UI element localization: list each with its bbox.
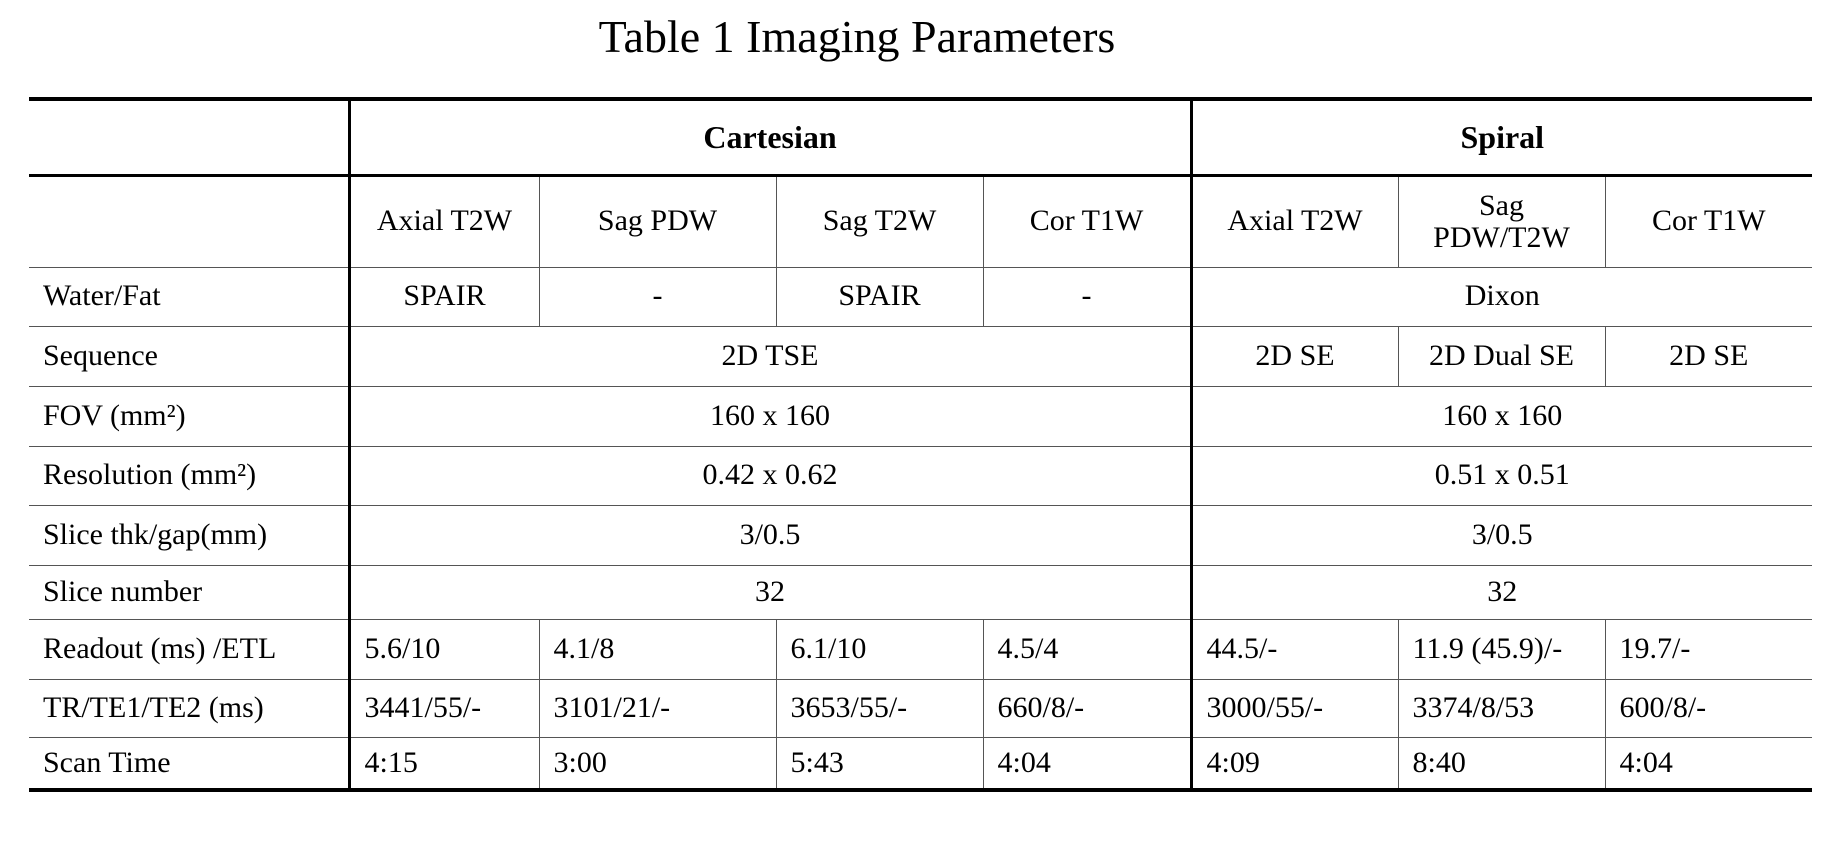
table-cell: 6.1/10 bbox=[775, 618, 984, 680]
row-label: Slice thk/gap(mm) bbox=[29, 504, 350, 566]
table-row: Slice thk/gap(mm) 3/0.5 3/0.5 bbox=[29, 504, 1813, 566]
table-cell-merged: Dixon bbox=[1189, 266, 1813, 327]
table-row: Sequence 2D TSE 2D SE 2D Dual SE 2D SE bbox=[29, 325, 1813, 387]
imaging-parameters-table: Cartesian Spiral Axial T2W Sag PDW Sag T2W Co… bbox=[29, 97, 1813, 792]
column-header: Cor T1W bbox=[1604, 174, 1813, 268]
row-label: TR/TE1/TE2 (ms) bbox=[29, 678, 350, 738]
column-header: Cor T1W bbox=[982, 174, 1192, 268]
column-header: Sag PDW bbox=[538, 174, 777, 268]
table-cell-merged: 0.51 x 0.51 bbox=[1189, 445, 1813, 506]
row-label: FOV (mm²) bbox=[29, 385, 350, 447]
table-row: Water/Fat SPAIR - SPAIR - Dixon bbox=[29, 266, 1813, 327]
group-header-spiral: Spiral bbox=[1189, 97, 1813, 177]
column-header: Sag T2W bbox=[775, 174, 984, 268]
table-cell: 19.7/- bbox=[1604, 618, 1813, 680]
table-cell-merged: 0.42 x 0.62 bbox=[347, 445, 1192, 506]
table-cell-merged: 3/0.5 bbox=[347, 504, 1192, 566]
corner-cell bbox=[29, 174, 350, 268]
table-cell: 3:00 bbox=[538, 736, 777, 792]
table-cell: 600/8/- bbox=[1604, 678, 1813, 738]
table-cell: 4:04 bbox=[982, 736, 1192, 792]
table-cell-merged: 160 x 160 bbox=[347, 385, 1192, 447]
table-row: Resolution (mm²) 0.42 x 0.62 0.51 x 0.51 bbox=[29, 445, 1813, 506]
table-title: Table 1 Imaging Parameters bbox=[598, 11, 1116, 62]
row-label: Readout (ms) /ETL bbox=[29, 618, 350, 680]
table-row: FOV (mm²) 160 x 160 160 x 160 bbox=[29, 385, 1813, 447]
table-cell: 3374/8/53 bbox=[1397, 678, 1606, 738]
table-cell: 4:09 bbox=[1189, 736, 1399, 792]
table-cell: 5.6/10 bbox=[347, 618, 540, 680]
table-cell-merged: 160 x 160 bbox=[1189, 385, 1813, 447]
table-row: TR/TE1/TE2 (ms) 3441/55/- 3101/21/- 3653/55… bbox=[29, 678, 1813, 738]
column-header-row: Axial T2W Sag PDW Sag T2W Cor T1W Axial T2W S… bbox=[29, 174, 1813, 268]
table-cell: 3000/55/- bbox=[1189, 678, 1399, 738]
table-cell: 4.1/8 bbox=[538, 618, 777, 680]
table-cell: 11.9 (45.9)/- bbox=[1397, 618, 1606, 680]
table-cell-merged: 3/0.5 bbox=[1189, 504, 1813, 566]
group-header-row: Cartesian Spiral bbox=[29, 97, 1813, 177]
row-label: Slice number bbox=[29, 564, 350, 620]
column-header: Sag PDW/T2W bbox=[1397, 174, 1606, 268]
table-row: Readout (ms) /ETL 5.6/10 4.1/8 6.1/10 4.5/4 4… bbox=[29, 618, 1813, 680]
group-header-cartesian: Cartesian bbox=[347, 97, 1192, 177]
table-cell: 44.5/- bbox=[1189, 618, 1399, 680]
table-cell: 2D SE bbox=[1604, 325, 1813, 387]
row-label: Scan Time bbox=[29, 736, 350, 792]
table-cell: 2D Dual SE bbox=[1397, 325, 1606, 387]
table-cell: 4.5/4 bbox=[982, 618, 1192, 680]
table-cell: - bbox=[982, 266, 1192, 327]
table-cell: SPAIR bbox=[347, 266, 540, 327]
column-header: Axial T2W bbox=[1189, 174, 1399, 268]
column-header: Axial T2W bbox=[347, 174, 540, 268]
table-cell-merged: 2D TSE bbox=[347, 325, 1192, 387]
table-cell: 2D SE bbox=[1189, 325, 1399, 387]
table-cell: 3653/55/- bbox=[775, 678, 984, 738]
row-label: Resolution (mm²) bbox=[29, 445, 350, 506]
table-cell: 8:40 bbox=[1397, 736, 1606, 792]
table-cell: 3441/55/- bbox=[347, 678, 540, 738]
table-cell: 3101/21/- bbox=[538, 678, 777, 738]
table-cell: 4:15 bbox=[347, 736, 540, 792]
table-row: Scan Time 4:15 3:00 5:43 4:04 4:09 8:40 4:04 bbox=[29, 736, 1813, 792]
table-cell: 660/8/- bbox=[982, 678, 1192, 738]
table-cell: 4:04 bbox=[1604, 736, 1813, 792]
table-cell: - bbox=[538, 266, 777, 327]
corner-cell bbox=[29, 97, 350, 177]
table-cell: 5:43 bbox=[775, 736, 984, 792]
table-row: Slice number 32 32 bbox=[29, 564, 1813, 620]
row-label: Sequence bbox=[29, 325, 350, 387]
table-cell-merged: 32 bbox=[347, 564, 1192, 620]
table-cell: SPAIR bbox=[775, 266, 984, 327]
row-label: Water/Fat bbox=[29, 266, 350, 327]
table-cell-merged: 32 bbox=[1189, 564, 1813, 620]
